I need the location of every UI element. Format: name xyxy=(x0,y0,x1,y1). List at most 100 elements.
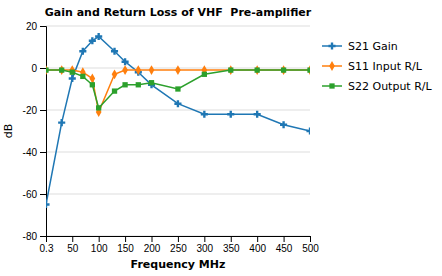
series-point xyxy=(90,82,95,87)
tick: 300 xyxy=(196,236,213,254)
series-point xyxy=(80,74,85,79)
tick-label: 500 xyxy=(302,243,319,254)
tick-mark xyxy=(231,236,232,242)
tick-mark xyxy=(40,152,46,153)
tick-mark xyxy=(40,68,46,69)
series-point xyxy=(307,65,310,75)
series-point xyxy=(122,58,129,65)
tick: 450 xyxy=(276,236,293,254)
axis-line xyxy=(47,237,311,243)
tick: 20 xyxy=(26,21,46,32)
tick-mark xyxy=(99,236,100,242)
legend-item: S22 Output R/L xyxy=(322,80,433,93)
series-point xyxy=(96,105,101,110)
series-point xyxy=(89,37,96,44)
tick-label: 20 xyxy=(26,21,38,32)
tick-label: 150 xyxy=(117,243,134,254)
tick-label: 400 xyxy=(249,243,266,254)
series-point xyxy=(122,65,128,75)
series-point xyxy=(136,82,141,87)
series-point xyxy=(227,111,234,118)
tick-label: 350 xyxy=(223,243,240,254)
series-point xyxy=(69,65,75,75)
series-point xyxy=(228,65,234,75)
legend-item: S21 Gain xyxy=(322,40,398,53)
y-axis-label: dB xyxy=(2,124,15,139)
tick-mark xyxy=(72,236,73,242)
series xyxy=(46,65,310,117)
tick: 0.3 xyxy=(40,236,54,254)
legend-label: S11 Input R/L xyxy=(348,60,423,73)
tick: 100 xyxy=(91,236,108,254)
tick-mark xyxy=(257,236,258,242)
series-line xyxy=(46,37,310,205)
series-point xyxy=(59,67,64,72)
series-point xyxy=(202,72,207,77)
series xyxy=(46,33,310,208)
tick-mark xyxy=(125,236,126,242)
series-point xyxy=(46,65,49,75)
tick: 350 xyxy=(223,236,240,254)
tick-label: -20 xyxy=(23,105,38,116)
series-point xyxy=(175,65,181,75)
series-point xyxy=(307,67,310,72)
tick: -60 xyxy=(23,189,46,200)
legend-marker xyxy=(329,61,335,71)
tick-mark xyxy=(178,236,179,242)
x-axis-label: Frequency MHz xyxy=(131,258,226,271)
grid-line xyxy=(46,194,310,195)
grid xyxy=(46,26,310,236)
tick: -80 xyxy=(23,231,46,242)
tick: 0 xyxy=(31,63,46,74)
series-line xyxy=(46,70,310,108)
tick-mark xyxy=(152,236,153,242)
series-point xyxy=(122,82,127,87)
tick: 500 xyxy=(302,236,319,254)
title: Gain and Return Loss of VHF Pre-amplifie… xyxy=(45,6,312,19)
series-point xyxy=(79,48,86,55)
y-axis: -80 -60 -40 -20 0 20 xyxy=(23,21,47,242)
tick: -20 xyxy=(23,105,46,116)
series-point xyxy=(89,74,95,84)
series-point xyxy=(111,48,118,55)
series-point xyxy=(280,121,287,128)
series-point xyxy=(254,65,260,75)
series-point xyxy=(174,100,181,107)
tick-label: 0 xyxy=(31,63,37,74)
chart-svg: 0.350100150200250300350400450500-80-60-4… xyxy=(0,0,442,276)
series-point xyxy=(149,80,154,85)
legend-label: S22 Output R/L xyxy=(348,80,433,93)
series-point xyxy=(306,127,310,134)
tick-label: 50 xyxy=(67,243,79,254)
series-point xyxy=(228,67,233,72)
legend-marker xyxy=(328,42,335,49)
series-point xyxy=(46,201,50,208)
tick: 400 xyxy=(249,236,266,254)
tick-label: -80 xyxy=(23,231,38,242)
series-point xyxy=(112,88,117,93)
tick: 150 xyxy=(117,236,134,254)
series-point xyxy=(58,119,65,126)
series-point xyxy=(281,65,287,75)
tick-label: 100 xyxy=(91,243,108,254)
grid-line xyxy=(46,26,310,27)
tick-label: -40 xyxy=(23,147,38,158)
series-point xyxy=(112,69,118,79)
tick-label: 300 xyxy=(196,243,213,254)
series-point xyxy=(135,65,141,75)
plot-area: 0.350100150200250300350400450500-80-60-4… xyxy=(23,21,320,254)
chart-container: 0.350100150200250300350400450500-80-60-4… xyxy=(0,0,442,276)
tick-mark xyxy=(40,236,46,237)
series-point xyxy=(46,67,49,72)
series xyxy=(46,67,310,110)
tick-mark xyxy=(40,194,46,195)
tick: 50 xyxy=(67,236,79,254)
tick-mark xyxy=(40,110,46,111)
series-point xyxy=(70,70,75,75)
tick-label: 450 xyxy=(276,243,293,254)
x-axis: 0.350100150200250300350400450500 xyxy=(40,236,320,254)
tick-mark xyxy=(310,236,311,242)
legend-item: S11 Input R/L xyxy=(322,60,423,73)
tick-label: 200 xyxy=(144,243,161,254)
legend-marker xyxy=(329,83,334,88)
